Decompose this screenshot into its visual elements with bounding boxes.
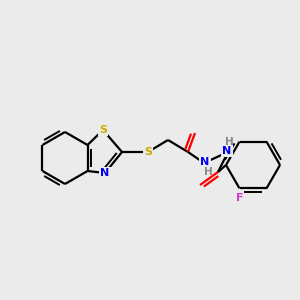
- Text: H: H: [225, 137, 233, 147]
- Text: S: S: [144, 147, 152, 157]
- Text: H: H: [204, 167, 212, 177]
- Text: N: N: [200, 157, 210, 167]
- Text: S: S: [99, 125, 107, 135]
- Text: N: N: [100, 168, 109, 178]
- Text: F: F: [236, 194, 243, 203]
- Text: N: N: [222, 146, 232, 156]
